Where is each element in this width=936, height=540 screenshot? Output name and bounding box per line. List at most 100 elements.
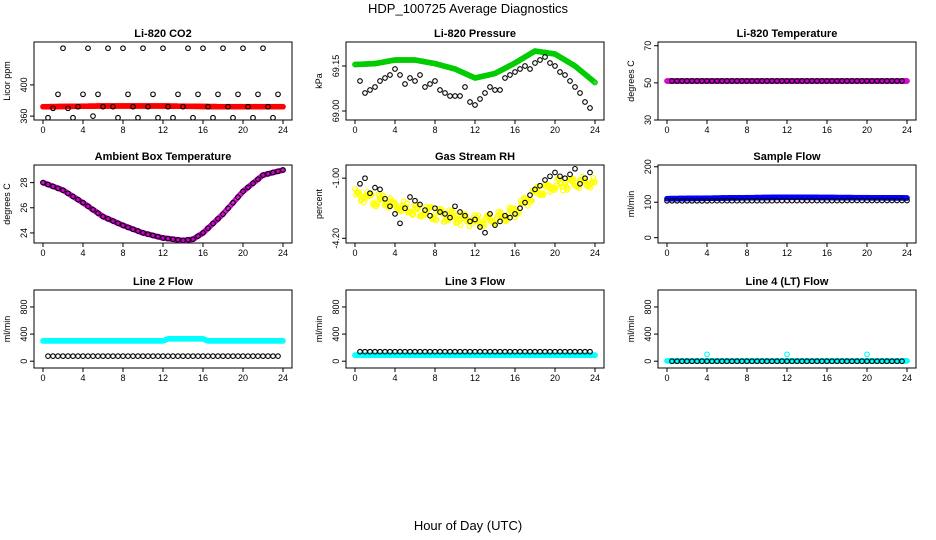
data-point (427, 212, 433, 219)
data-point (165, 353, 171, 359)
y-tick-label: 800 (331, 299, 341, 314)
data-point (552, 184, 559, 191)
chart-panel: Line 2 Flow ml/min 0 4 8 12 16 20 24 0 400 800 (2, 276, 293, 383)
y-tick-label: 70 (643, 41, 653, 51)
data-point (95, 210, 101, 216)
data-point (85, 203, 91, 210)
data-point (145, 103, 151, 110)
data-point (492, 87, 498, 93)
x-tick-label: 24 (278, 125, 288, 135)
data-point (507, 214, 513, 221)
data-point (562, 175, 568, 182)
y-axis-label: percent (314, 188, 324, 219)
x-tick-label: 12 (470, 248, 480, 258)
x-tick-label: 4 (392, 373, 397, 383)
data-point (427, 81, 433, 87)
data-series (45, 45, 281, 121)
data-point (382, 195, 388, 202)
data-point (457, 222, 464, 228)
data-point (170, 114, 176, 121)
data-point (462, 84, 468, 90)
data-point (280, 338, 286, 344)
data-point (75, 196, 81, 203)
data-point (517, 205, 523, 212)
chart-title: Ambient Box Temperature (95, 151, 232, 163)
y-tick-label: 200 (643, 159, 653, 174)
data-point (502, 75, 508, 81)
data-point (437, 209, 443, 215)
x-tick-label: 24 (590, 125, 600, 135)
data-point (410, 211, 417, 217)
chart-title: Line 2 Flow (133, 276, 193, 288)
x-tick-label: 0 (352, 373, 357, 383)
data-point (150, 91, 156, 98)
data-point (380, 192, 387, 199)
data-point (220, 353, 226, 359)
data-point (200, 353, 206, 359)
data-series (352, 174, 598, 230)
data-point (180, 353, 186, 359)
data-point (567, 171, 573, 178)
data-point (472, 102, 478, 108)
y-tick-label: 0 (643, 235, 653, 240)
data-point (280, 167, 286, 173)
data-point (265, 170, 271, 177)
data-point (80, 353, 86, 359)
data-point (145, 353, 151, 359)
data-point (200, 230, 206, 236)
data-point (220, 211, 226, 217)
data-point (100, 213, 106, 220)
data-point (155, 114, 161, 121)
data-series (669, 78, 905, 84)
y-tick-label: 50 (643, 78, 653, 88)
data-point (240, 188, 246, 195)
data-point (592, 79, 598, 86)
data-point (275, 168, 281, 175)
x-tick-label: 24 (278, 373, 288, 383)
data-point (245, 103, 251, 110)
data-point (175, 353, 181, 359)
data-point (60, 45, 66, 52)
chart-panel: Line 4 (LT) Flow ml/min 0 4 8 12 16 20 24 0 400 800 (626, 276, 917, 383)
x-tick-label: 20 (238, 248, 248, 258)
x-tick-label: 4 (80, 125, 85, 135)
y-tick-label: 0 (19, 359, 29, 364)
data-point (397, 220, 403, 227)
data-point (372, 84, 378, 90)
x-tick-label: 16 (510, 248, 520, 258)
data-point (387, 72, 393, 78)
y-tick-label: 800 (643, 299, 653, 314)
data-point (75, 353, 81, 359)
y-axis-label: ml/min (2, 316, 12, 343)
data-point (150, 353, 156, 359)
data-point (270, 114, 276, 121)
data-point (382, 75, 388, 81)
data-point (532, 60, 538, 66)
x-tick-label: 8 (120, 248, 125, 258)
data-series (40, 335, 286, 344)
data-point (462, 212, 468, 219)
data-point (245, 184, 251, 191)
chart-title: Li-820 CO2 (134, 28, 191, 40)
y-axis-label: ml/min (626, 191, 636, 218)
data-point (65, 353, 71, 359)
data-point (220, 45, 226, 52)
y-tick-label: -1.00 (331, 168, 341, 189)
data-point (175, 91, 181, 98)
data-point (452, 93, 458, 99)
x-tick-label: 12 (782, 125, 792, 135)
data-point (140, 45, 146, 52)
data-point (577, 90, 583, 96)
x-tick-label: 8 (120, 125, 125, 135)
data-point (275, 353, 281, 359)
data-point (110, 103, 116, 110)
data-point (210, 114, 216, 121)
x-tick-label: 0 (40, 125, 45, 135)
x-tick-label: 20 (550, 373, 560, 383)
data-point (487, 84, 493, 90)
data-point (150, 232, 156, 239)
data-point (572, 84, 578, 90)
data-point (547, 173, 553, 180)
x-tick-label: 0 (40, 373, 45, 383)
data-point (502, 212, 508, 219)
